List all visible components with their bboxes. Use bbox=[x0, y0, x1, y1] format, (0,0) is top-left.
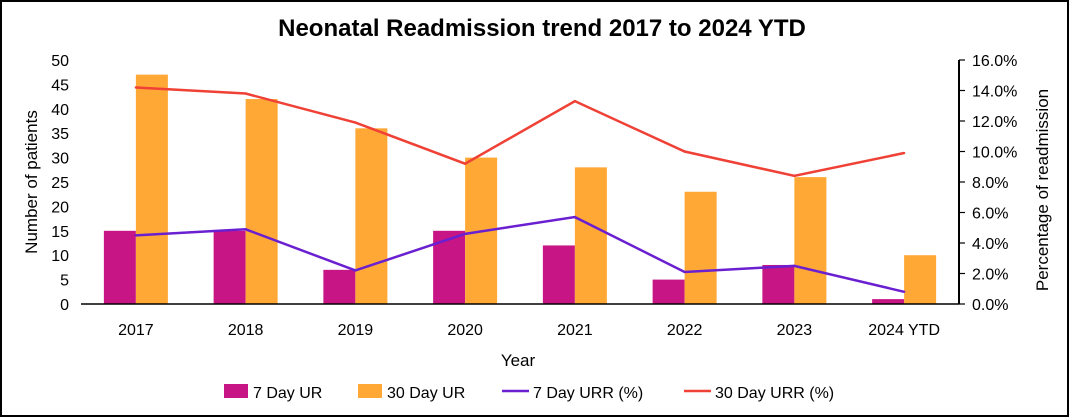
y-tick-label: 50 bbox=[51, 53, 69, 70]
legend-label-7-day-urr: 7 Day URR (%) bbox=[533, 385, 643, 402]
point-7-day-urr-0 bbox=[134, 234, 138, 237]
bar-30-day-ur-0 bbox=[135, 74, 168, 304]
point-7-day-urr-3 bbox=[463, 232, 467, 236]
y-tick-label: 5 bbox=[60, 273, 69, 290]
x-tick-label: 2021 bbox=[557, 322, 593, 339]
bar-7-day-ur-0 bbox=[103, 230, 136, 304]
y-tick-labels: 0 5 10 15 20 25 30 35 40 45 50 bbox=[51, 53, 69, 314]
lines-layer bbox=[134, 86, 906, 294]
chart-title: Neonatal Readmission trend 2017 to 2024 … bbox=[278, 15, 806, 42]
bar-7-day-ur-1 bbox=[213, 230, 246, 304]
bar-7-day-ur-7 bbox=[872, 299, 905, 304]
bar-7-day-ur-2 bbox=[323, 269, 356, 304]
point-30-day-urr-5 bbox=[683, 150, 686, 153]
point-30-day-urr-6 bbox=[793, 174, 796, 178]
y-tick-label: 10 bbox=[51, 248, 69, 265]
x-tick-label: 2022 bbox=[667, 322, 703, 339]
y2-tick-label: 14.0% bbox=[972, 84, 1017, 101]
y-tick-label: 15 bbox=[51, 224, 69, 241]
bar-30-day-ur-4 bbox=[574, 167, 607, 304]
bar-7-day-ur-4 bbox=[542, 245, 575, 304]
legend-swatch-30-day-ur bbox=[358, 384, 382, 398]
y-tick-label: 35 bbox=[51, 126, 69, 143]
bar-30-day-ur-1 bbox=[245, 99, 278, 304]
point-30-day-urr-2 bbox=[354, 121, 357, 124]
x-tick-label: 2024 YTD bbox=[868, 322, 940, 339]
y2-tick-label: 8.0% bbox=[972, 175, 1008, 192]
axes-layer bbox=[81, 59, 965, 305]
x-tick-label: 2019 bbox=[338, 322, 374, 339]
point-7-day-urr-2 bbox=[354, 269, 357, 272]
legend-swatch-7-day-ur bbox=[224, 384, 248, 398]
point-7-day-urr-6 bbox=[793, 264, 796, 268]
y2-tick-label: 2.0% bbox=[972, 267, 1008, 284]
point-30-day-urr-7 bbox=[902, 151, 906, 155]
y2-tick-label: 10.0% bbox=[972, 145, 1017, 162]
point-30-day-urr-4 bbox=[573, 99, 577, 103]
y2-tick-label: 12.0% bbox=[972, 114, 1017, 131]
point-7-day-urr-5 bbox=[683, 270, 686, 274]
x-tick-label: 2018 bbox=[228, 322, 264, 339]
y2-tick-label: 16.0% bbox=[972, 53, 1017, 70]
point-30-day-urr-3 bbox=[463, 162, 467, 165]
point-7-day-urr-4 bbox=[573, 215, 577, 219]
y-tick-label: 45 bbox=[51, 77, 69, 94]
y-tick-label: 0 bbox=[60, 297, 69, 314]
point-30-day-urr-1 bbox=[244, 92, 247, 95]
x-tick-label: 2023 bbox=[777, 322, 813, 339]
line-30-day-urr bbox=[135, 86, 905, 178]
bar-30-day-ur-7 bbox=[904, 255, 937, 304]
legend-label-7-day-ur: 7 Day UR bbox=[253, 385, 322, 402]
bar-30-day-ur-6 bbox=[794, 177, 827, 304]
x-tick-label: 2020 bbox=[447, 322, 483, 339]
line-7-day-urr bbox=[135, 215, 905, 294]
y-tick-label: 20 bbox=[51, 199, 69, 216]
y-axis-label: Number of patients bbox=[22, 110, 41, 254]
point-30-day-urr-0 bbox=[134, 86, 138, 89]
y2-tick-labels: 0.0% 2.0% 4.0% 6.0% 8.0% 10.0% 12.0% 14.0% 16.0% bbox=[972, 53, 1017, 314]
legend: 7 Day UR 30 Day UR 7 Day URR (%) 30 Day URR… bbox=[224, 384, 834, 402]
bars-layer bbox=[103, 74, 937, 304]
point-7-day-urr-7 bbox=[902, 290, 906, 293]
y-tick-label: 40 bbox=[51, 102, 69, 119]
y2-tick-label: 6.0% bbox=[972, 206, 1008, 223]
y2-axis-label: Percentage of readmission bbox=[1033, 89, 1052, 291]
legend-label-30-day-ur: 30 Day UR bbox=[387, 385, 465, 402]
y2-tick-label: 0.0% bbox=[972, 297, 1008, 314]
point-7-day-urr-1 bbox=[244, 228, 247, 231]
legend-label-30-day-urr: 30 Day URR (%) bbox=[715, 385, 834, 402]
bar-7-day-ur-6 bbox=[762, 264, 795, 304]
y-tick-label: 30 bbox=[51, 151, 69, 168]
x-axis-label: Year bbox=[501, 351, 536, 370]
x-tick-labels: 2017 2018 2019 2020 2021 2022 2023 2024 YTD bbox=[118, 322, 940, 339]
bar-30-day-ur-5 bbox=[684, 191, 717, 304]
bar-7-day-ur-5 bbox=[652, 279, 685, 304]
y2-tick-label: 4.0% bbox=[972, 236, 1008, 253]
y-tick-label: 25 bbox=[51, 175, 69, 192]
x-tick-label: 2017 bbox=[118, 322, 154, 339]
bar-30-day-ur-2 bbox=[355, 128, 388, 304]
